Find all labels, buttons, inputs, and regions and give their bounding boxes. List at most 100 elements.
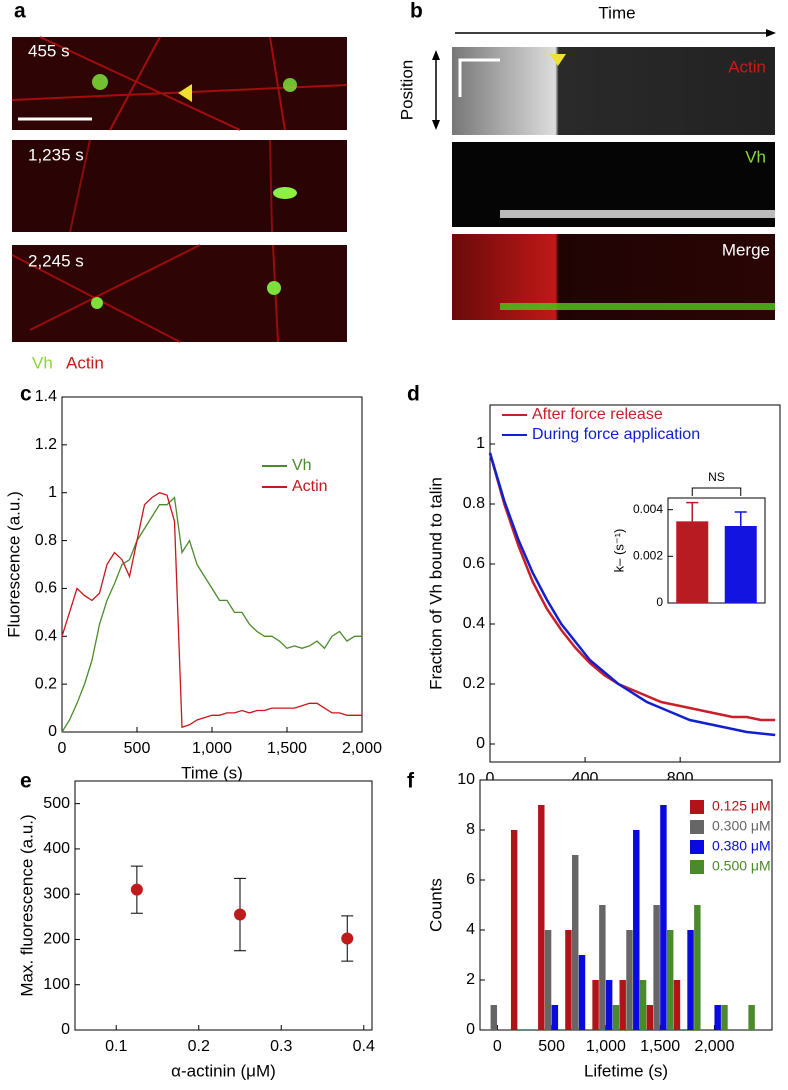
y-tick-label: 0.004 — [633, 502, 663, 516]
arrowhead — [432, 120, 440, 130]
bar — [599, 905, 606, 1030]
error-bar — [686, 501, 699, 522]
data-line — [488, 452, 776, 737]
x-tick-label: 2,000 — [342, 740, 382, 757]
panel-a: a 455 s 1,235 s 2,245 s Vh Actin — [11, 0, 348, 372]
y-tick-label: 8 — [466, 821, 475, 838]
bar — [660, 805, 667, 1030]
y-tick-label: 0.4 — [463, 615, 485, 632]
bar — [490, 1005, 498, 1030]
legend-label: Vh — [292, 457, 312, 474]
axis-label: Time — [598, 3, 635, 22]
bar — [748, 1005, 755, 1030]
bar — [510, 830, 518, 1030]
x-tick-label: 0.3 — [270, 1038, 292, 1055]
x-axis-label: Lifetime (s) — [584, 1061, 668, 1080]
legend-label: Actin — [66, 353, 104, 372]
panel-label: b — [410, 0, 423, 23]
x-tick-label: 1,000 — [192, 740, 232, 757]
channel-label: Actin — [728, 57, 766, 76]
annotation: NS — [708, 470, 725, 484]
arrowhead-marker — [550, 54, 566, 66]
x-tick-label: 1,000 — [586, 1038, 626, 1055]
actin-filament — [69, 139, 273, 233]
y-tick-label: 0.4 — [35, 628, 57, 645]
y-axis-label: Counts — [426, 878, 445, 932]
bar — [551, 1005, 559, 1030]
scale-bar — [458, 58, 500, 97]
y-tick-label: 1.4 — [35, 388, 57, 405]
y-tick-label: 0 — [61, 1021, 70, 1038]
time-label: 455 s — [28, 41, 70, 60]
vh-track — [500, 303, 775, 310]
bar — [612, 1005, 620, 1030]
x-tick-label: 0.4 — [353, 1038, 375, 1055]
legend-label: 0.125 μM — [712, 798, 771, 814]
y-tick-label: 0.6 — [35, 580, 57, 597]
legend-label: 0.500 μM — [712, 858, 771, 874]
x-tick-label: 1,500 — [267, 740, 307, 757]
bar — [646, 1005, 654, 1030]
y-tick-label: 0.2 — [35, 675, 57, 692]
micrograph — [12, 245, 347, 342]
x-tick-label: 1,500 — [640, 1038, 680, 1055]
y-tick-label: 0.8 — [35, 532, 57, 549]
x-axis-label: Time (s) — [181, 763, 243, 782]
legend-label: 0.300 μM — [712, 818, 771, 834]
vh-spot — [91, 297, 103, 309]
bar — [714, 1005, 721, 1030]
legend-label: Actin — [292, 478, 328, 495]
y-tick-label: 10 — [457, 771, 475, 788]
y-tick-label: 1 — [48, 484, 57, 501]
error-bar — [734, 511, 747, 526]
legend-label: During force application — [532, 426, 700, 443]
y-tick-label: 0 — [656, 595, 663, 609]
y-tick-label: 0 — [466, 1021, 475, 1038]
bar — [639, 980, 647, 1030]
y-tick-label: 0 — [476, 735, 485, 752]
bar — [694, 905, 701, 1030]
x-tick-label: 500 — [124, 740, 151, 757]
y-tick-label: 0 — [48, 723, 57, 740]
legend-label: After force release — [532, 406, 663, 423]
y-tick-label: 400 — [43, 840, 70, 857]
charts: c 0 0.2 0.4 0.6 0.8 1 1.2 1.4 0 500 1,000 1,500 2,000… — [4, 383, 781, 1080]
y-tick-label: 500 — [43, 795, 70, 812]
plot-frame — [479, 779, 773, 1031]
panel-label: e — [20, 770, 32, 793]
vh-spot — [273, 187, 297, 199]
legend-swatch — [690, 860, 704, 874]
legend-swatch — [690, 840, 704, 854]
bar — [571, 855, 579, 1030]
channel-label: Merge — [722, 240, 770, 259]
vh-track — [500, 210, 775, 218]
y-tick-label: 1 — [476, 435, 485, 452]
x-tick-label: 2,000 — [694, 1038, 734, 1055]
arrowhead — [432, 50, 440, 60]
data-line — [61, 496, 362, 733]
y-tick-label: 200 — [43, 931, 70, 948]
y-tick-label: 0.2 — [463, 675, 485, 692]
point — [234, 908, 246, 921]
legend-label: Vh — [32, 353, 53, 372]
vh-spot — [283, 78, 297, 92]
panel-label: a — [14, 0, 26, 23]
data-line — [488, 452, 776, 722]
bar — [544, 930, 552, 1030]
legend-label: 0.380 μM — [712, 838, 771, 854]
bar — [721, 1005, 728, 1030]
x-tick-label: 0 — [486, 770, 495, 787]
plot-frame — [61, 396, 363, 733]
x-axis-label: α-actinin (μM) — [171, 1061, 276, 1080]
kymograph — [452, 47, 775, 135]
y-tick-label: 4 — [466, 921, 475, 938]
bar — [565, 930, 572, 1030]
bar — [592, 980, 599, 1030]
bar — [538, 805, 545, 1030]
y-tick-label: 0.8 — [463, 495, 485, 512]
plot-frame — [74, 780, 373, 1031]
bar — [687, 930, 694, 1030]
time-label: 2,245 s — [28, 251, 84, 270]
bar — [578, 955, 586, 1030]
